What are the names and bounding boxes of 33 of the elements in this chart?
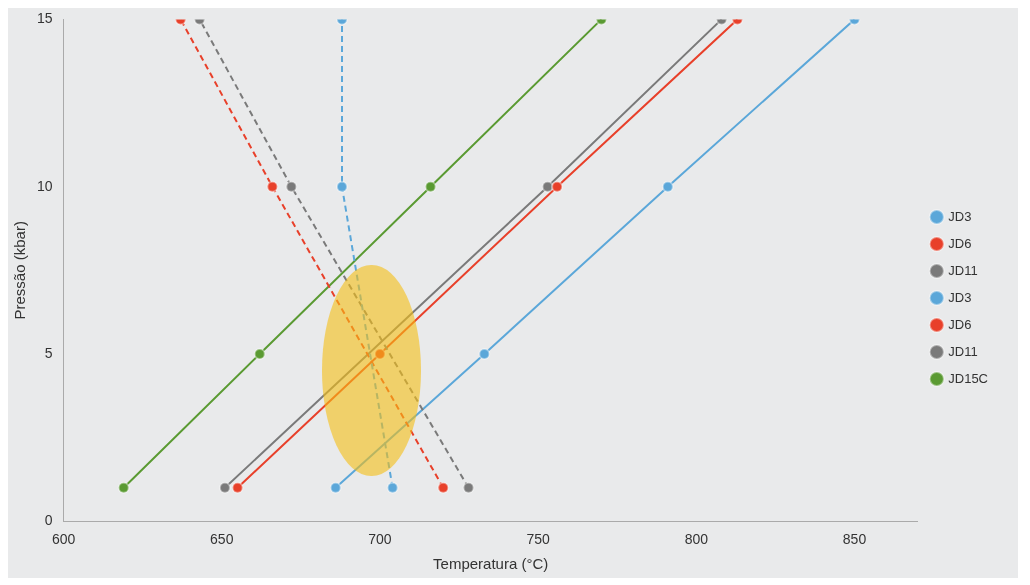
- x-axis-title: Temperatura (°C): [433, 555, 549, 573]
- x-tick-label: 800: [684, 531, 709, 548]
- y-axis-title: Pressão (kbar): [11, 221, 29, 320]
- point: [386, 481, 399, 494]
- legend-label: JD11: [948, 262, 978, 278]
- point: [231, 481, 244, 494]
- point: [661, 180, 674, 193]
- point: [266, 180, 279, 193]
- point: [551, 180, 564, 193]
- point: [462, 481, 475, 494]
- legend-label: JD6: [948, 316, 972, 332]
- point: [478, 347, 491, 360]
- legend-label: JD6: [948, 235, 972, 251]
- x-tick-label: 650: [210, 531, 234, 548]
- point: [117, 481, 130, 494]
- x-tick-label: 750: [526, 531, 551, 548]
- x-tick-label: 600: [51, 531, 76, 548]
- legend-label: JD3: [948, 208, 972, 224]
- point: [253, 347, 266, 360]
- point: [424, 180, 437, 193]
- y-tick-label: 5: [44, 344, 53, 361]
- y-tick-label: 10: [36, 177, 53, 194]
- point: [285, 180, 298, 193]
- legend-label: JD11: [948, 343, 978, 359]
- x-tick-label: 850: [842, 531, 867, 548]
- legend-label: JD15C: [948, 370, 989, 386]
- y-tick-label: 15: [36, 10, 53, 27]
- y-tick-label: 0: [44, 512, 53, 529]
- point: [329, 481, 342, 494]
- point: [437, 481, 450, 494]
- legend-label: JD3: [948, 289, 972, 305]
- point: [335, 180, 348, 193]
- x-tick-label: 700: [368, 531, 392, 548]
